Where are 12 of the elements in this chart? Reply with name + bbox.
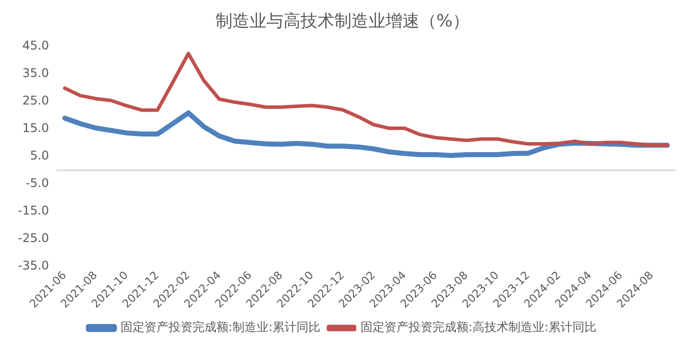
chart-title: 制造业与高技术制造业增速（%） bbox=[215, 12, 470, 32]
y-tick-label: 45.0 bbox=[22, 38, 50, 53]
y-tick-label: 15.0 bbox=[22, 120, 50, 135]
y-tick-label: -25.0 bbox=[18, 230, 50, 245]
y-tick-label: 25.0 bbox=[22, 93, 50, 108]
legend-label: 固定资产投资完成额:高技术制造业:累计同比 bbox=[360, 320, 597, 334]
legend-label: 固定资产投资完成额:制造业:累计同比 bbox=[120, 320, 321, 334]
y-tick-label: -15.0 bbox=[18, 203, 50, 218]
y-tick-label: -5.0 bbox=[26, 176, 50, 190]
y-tick-label: 35.0 bbox=[22, 66, 50, 80]
y-tick-label: -35.0 bbox=[18, 258, 50, 272]
y-tick-label: 5.0 bbox=[30, 148, 50, 162]
